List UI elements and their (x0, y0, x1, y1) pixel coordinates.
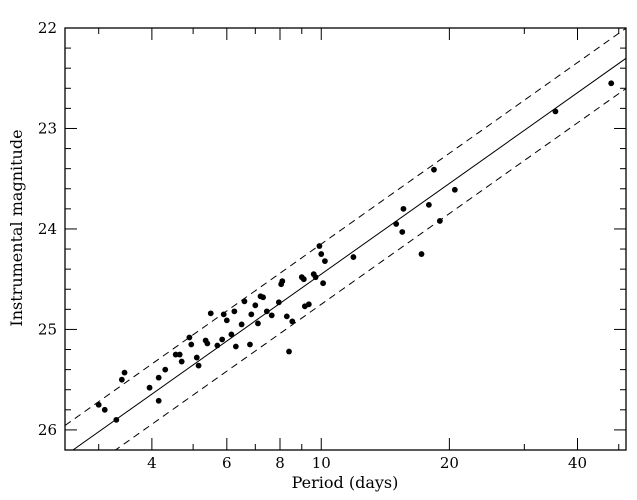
y-tick-label: 24 (38, 220, 57, 238)
axis-ticks: 4 6 8 10 20 40 22 23 24 25 26 (38, 19, 626, 472)
data-point-32 (255, 320, 261, 327)
data-point-59 (431, 166, 437, 173)
data-point-14 (188, 341, 195, 348)
data-point-34 (260, 294, 266, 301)
data-point-27 (238, 321, 245, 328)
data-point-28 (241, 298, 248, 305)
data-point-36 (268, 312, 275, 319)
data-point-19 (207, 310, 214, 317)
data-point-61 (451, 186, 458, 193)
data-point-60 (436, 218, 443, 224)
data-point-40 (283, 313, 290, 320)
data-point-18 (204, 340, 211, 347)
data-point-9 (162, 366, 169, 373)
data-point-1 (95, 401, 102, 408)
data-point-44 (300, 276, 307, 283)
data-point-24 (228, 331, 235, 338)
data-point-7 (155, 374, 162, 381)
data-point-5 (121, 369, 128, 376)
data-point-30 (248, 311, 255, 318)
data-point-42 (289, 318, 296, 325)
data-point-11 (176, 351, 183, 358)
y-tick-label: 22 (38, 19, 57, 37)
bound-line-2 (114, 88, 626, 450)
data-point-39 (279, 278, 286, 285)
fit-line (72, 57, 626, 450)
plot-area (64, 27, 627, 451)
data-point-54 (393, 221, 400, 227)
data-point-26 (232, 343, 239, 350)
data-point-22 (220, 311, 227, 318)
data-point-12 (178, 358, 185, 365)
data-point-58 (425, 201, 432, 208)
x-tick-label: 10 (312, 454, 331, 472)
data-point-16 (195, 362, 202, 369)
plot-frame (64, 27, 627, 451)
data-point-4 (118, 376, 125, 383)
data-point-53 (350, 254, 357, 260)
y-tick-label: 25 (38, 320, 57, 338)
data-point-62 (552, 108, 559, 115)
data-point-20 (214, 342, 221, 349)
data-point-37 (275, 299, 282, 306)
data-point-13 (186, 334, 193, 341)
data-point-15 (193, 354, 200, 361)
data-point-50 (318, 251, 325, 257)
x-axis-label: Period (days) (292, 473, 399, 492)
data-point-57 (418, 251, 425, 257)
y-tick-label: 26 (38, 421, 57, 439)
data-point-56 (400, 205, 407, 212)
data-point-51 (320, 280, 326, 287)
axis-labels: Period (days) Instrumental magnitude (7, 129, 398, 492)
data-point-55 (399, 229, 406, 235)
x-tick-label: 20 (440, 454, 459, 472)
y-axis-label: Instrumental magnitude (7, 129, 26, 326)
data-point-8 (155, 397, 162, 404)
data-point-21 (219, 336, 226, 343)
data-point-10 (172, 351, 179, 358)
data-point-46 (305, 301, 312, 308)
data-point-48 (312, 274, 319, 281)
data-point-49 (316, 243, 323, 249)
bound-line-1 (65, 28, 626, 426)
data-point-52 (322, 258, 328, 265)
data-point-31 (252, 302, 259, 309)
data-point-63 (608, 80, 615, 87)
data-point-35 (263, 308, 270, 315)
data-point-29 (247, 341, 253, 348)
data-point-6 (146, 384, 153, 391)
x-tick-label: 6 (222, 454, 232, 472)
x-tick-label: 8 (275, 454, 285, 472)
data-point-2 (101, 406, 108, 413)
data-point-3 (113, 416, 120, 423)
x-tick-label: 4 (147, 454, 157, 472)
data-point-41 (286, 348, 292, 355)
data-point-25 (231, 308, 238, 315)
data-point-23 (223, 317, 230, 324)
x-tick-label: 40 (568, 454, 587, 472)
y-tick-label: 23 (38, 119, 57, 137)
